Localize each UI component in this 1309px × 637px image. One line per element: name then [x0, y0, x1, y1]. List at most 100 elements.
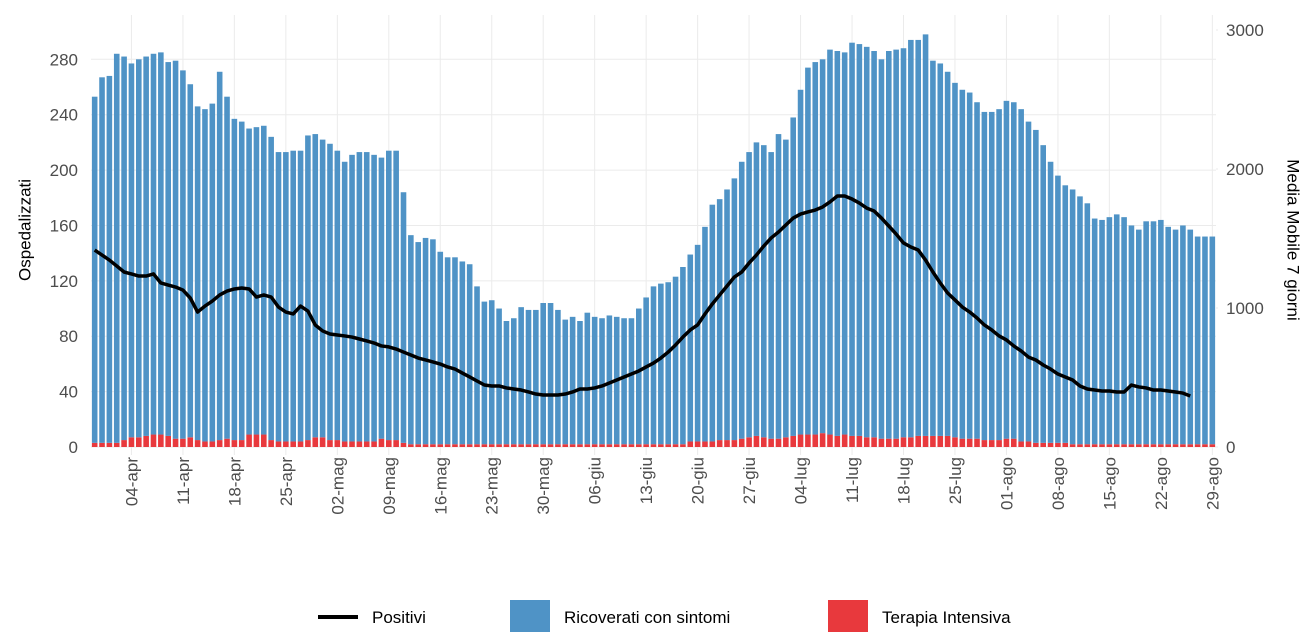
bar — [1077, 444, 1083, 447]
bar — [577, 321, 583, 445]
bar — [783, 139, 789, 438]
x-tick-label: 16-mag — [431, 457, 450, 515]
bar — [334, 150, 341, 441]
bar — [474, 444, 480, 447]
bar — [327, 143, 333, 441]
bar — [805, 67, 811, 435]
bar — [422, 444, 429, 447]
bar — [834, 435, 841, 447]
bar — [297, 441, 304, 447]
bar — [849, 435, 855, 447]
bar — [768, 152, 774, 439]
bar — [444, 444, 451, 447]
y2-tick-label: 3000 — [1226, 21, 1264, 40]
bar — [694, 441, 701, 447]
bar — [856, 44, 863, 436]
bar — [533, 309, 539, 445]
bar — [1062, 442, 1069, 447]
bar — [1165, 226, 1171, 445]
bar — [194, 440, 201, 447]
bar — [525, 309, 532, 445]
bar — [165, 435, 171, 447]
x-tick-label: 25-lug — [946, 457, 965, 504]
bar — [687, 254, 694, 442]
bar — [908, 437, 914, 447]
bar — [665, 282, 671, 445]
bar — [1202, 444, 1208, 447]
bar — [349, 441, 355, 447]
bar — [511, 444, 517, 447]
bar — [1209, 444, 1216, 447]
bar — [1143, 221, 1149, 445]
bar — [1150, 221, 1157, 445]
bar — [518, 444, 524, 447]
bar — [790, 117, 796, 436]
bar — [1121, 444, 1127, 447]
bar — [944, 435, 951, 447]
bar — [893, 438, 899, 447]
bar — [452, 257, 458, 445]
bar — [1011, 102, 1017, 439]
x-tick-label: 06-giu — [586, 457, 605, 504]
bar — [150, 434, 157, 447]
bar — [180, 438, 186, 447]
bar — [944, 71, 951, 436]
x-tick-label: 23-mag — [483, 457, 502, 515]
bar — [128, 437, 135, 447]
bar — [231, 440, 238, 447]
bar — [1106, 444, 1113, 447]
x-tick-label: 22-ago — [1152, 457, 1171, 510]
bar — [966, 438, 973, 447]
bar — [459, 444, 466, 447]
bar — [988, 111, 995, 441]
bar — [761, 437, 767, 447]
bar — [246, 434, 252, 447]
bar — [216, 440, 223, 447]
bar — [1011, 438, 1017, 447]
bar — [746, 152, 752, 438]
bar — [922, 34, 929, 436]
x-tick-label: 20-giu — [689, 457, 708, 504]
x-tick-label: 27-giu — [740, 457, 759, 504]
bar — [702, 226, 708, 442]
bar — [386, 440, 392, 447]
bar — [496, 308, 502, 445]
bar — [172, 60, 179, 439]
x-tick-label: 02-mag — [328, 457, 347, 515]
bar — [915, 435, 921, 447]
bar — [658, 444, 664, 447]
y-tick-label: 240 — [50, 106, 78, 125]
bar — [628, 318, 635, 445]
bar — [577, 444, 583, 447]
bar — [187, 437, 194, 447]
bar — [547, 303, 554, 445]
bar — [1136, 444, 1142, 447]
bar — [790, 435, 796, 447]
bar — [1202, 236, 1208, 445]
bar — [334, 440, 341, 447]
bar — [1165, 444, 1171, 447]
bar — [606, 444, 613, 447]
bar — [91, 96, 98, 443]
bar — [113, 53, 120, 443]
bar — [613, 444, 620, 447]
bar — [871, 437, 877, 447]
bar — [437, 444, 444, 447]
bar — [974, 102, 980, 439]
bar — [797, 434, 804, 447]
bar — [172, 438, 179, 447]
bar — [1099, 219, 1105, 445]
bar — [1047, 442, 1054, 447]
x-tick-label: 11-lug — [843, 457, 862, 503]
bar — [812, 434, 819, 447]
bar — [363, 152, 370, 442]
bar — [378, 157, 385, 439]
bar — [283, 152, 289, 442]
y-tick-label: 160 — [50, 216, 78, 235]
bar — [356, 441, 363, 447]
bar — [290, 441, 296, 447]
bar — [371, 441, 377, 447]
bar — [511, 318, 517, 445]
bar — [650, 444, 657, 447]
bar — [113, 442, 120, 447]
